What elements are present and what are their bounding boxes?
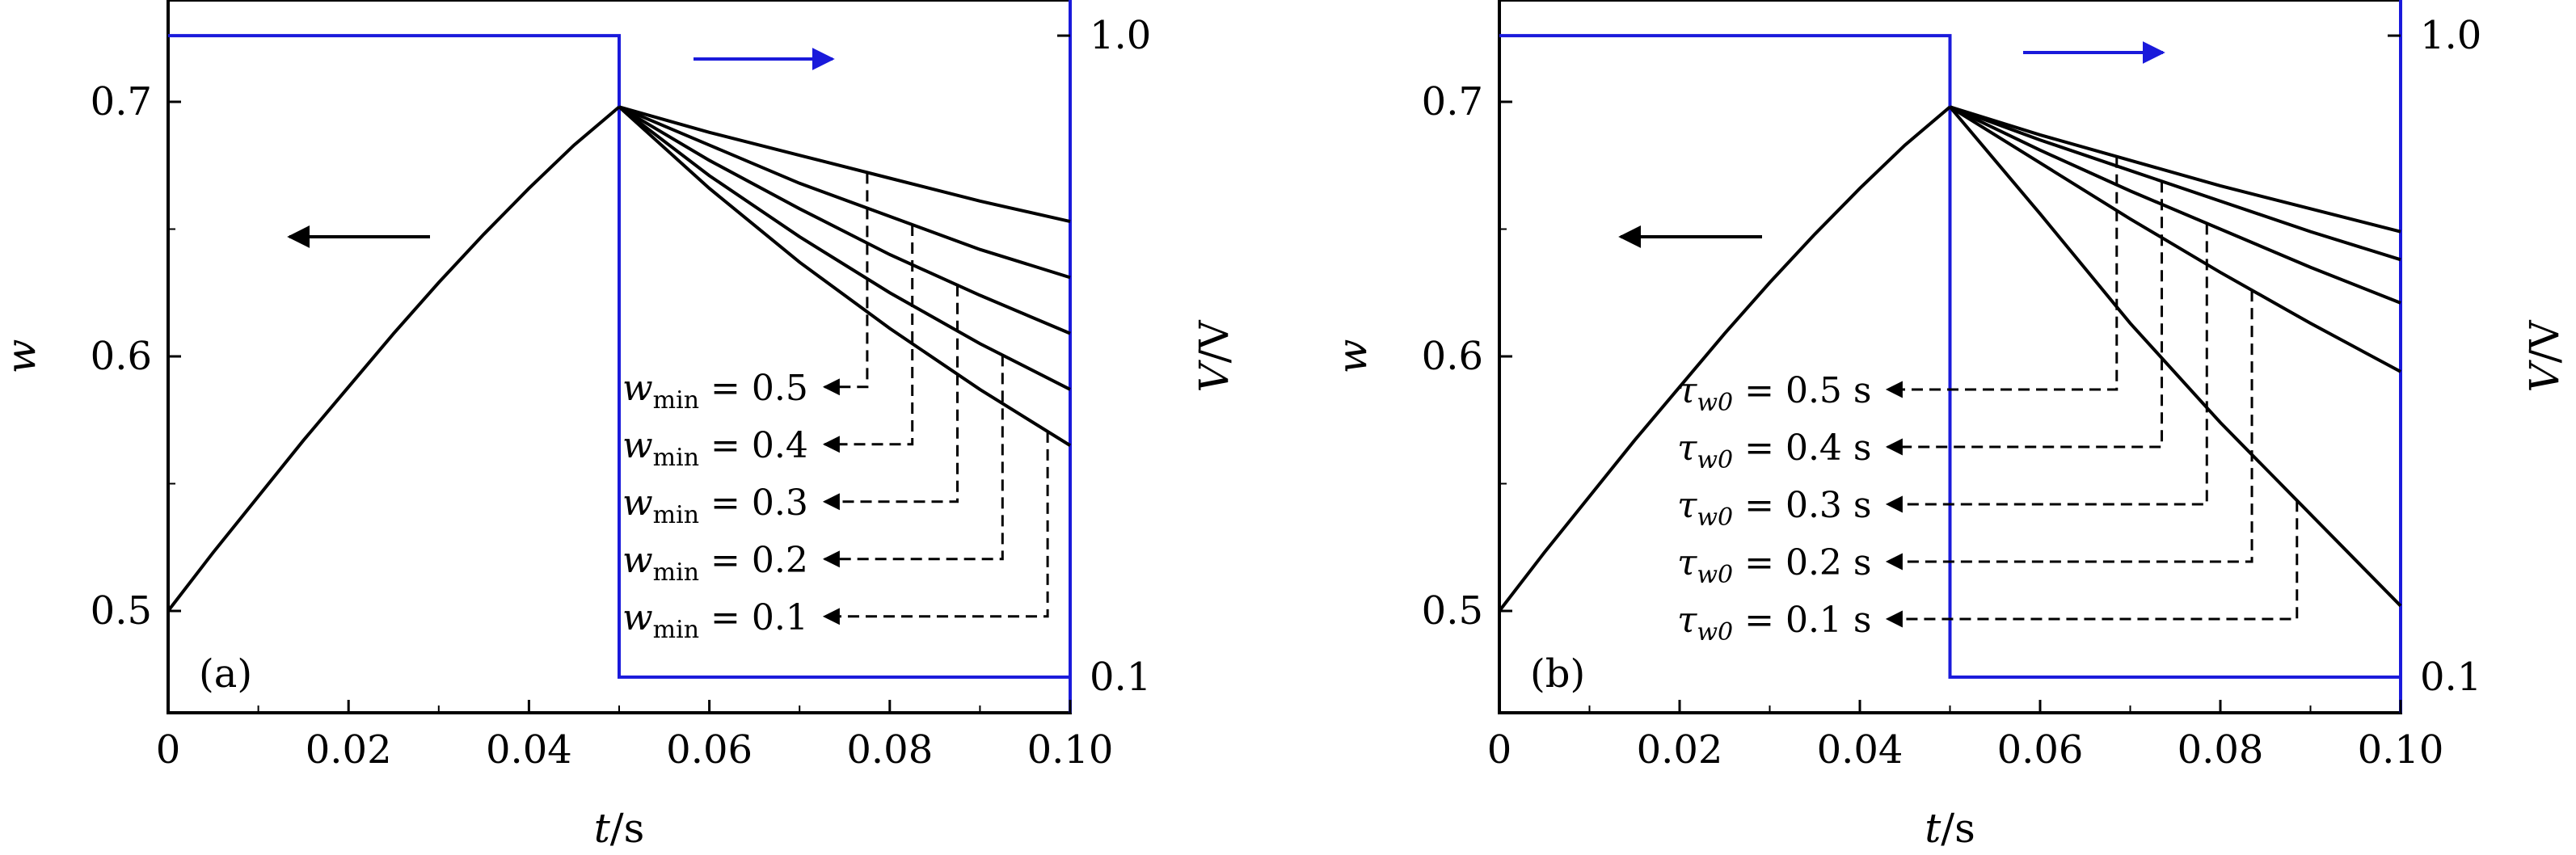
y2-axis-label: V/V [2521, 320, 2568, 393]
annotation-arrow [1885, 223, 2208, 513]
panel-b: 0 0.02 0.04 0.06 0.08 0.10 0.5 0.6 0.7 0.1 1.0 t/s w… [1329, 0, 2568, 852]
rise-series [1498, 105, 1951, 613]
voltage-series [168, 34, 1070, 679]
series-label: wmin = 0.2 [622, 540, 808, 587]
series-label: wmin = 0.1 [622, 597, 808, 644]
y-axis-label: w [0, 339, 44, 374]
y-tick-label: 0.6 [1422, 334, 1483, 379]
y-axis-label: w [1329, 339, 1376, 374]
x-tick-label: 0.04 [486, 727, 572, 773]
x-tick-label: 0 [1487, 727, 1512, 773]
x-tick-label: 0.10 [2358, 727, 2444, 773]
y2-tick-label: 0.1 [2420, 655, 2481, 700]
decay-series [618, 105, 1071, 335]
x-axis-label: t/s [1925, 805, 1975, 852]
x-tick-label: 0.04 [1817, 727, 1904, 773]
decay-series [1949, 105, 2401, 305]
decay-series [1949, 105, 2401, 373]
decay-series [1948, 106, 2402, 608]
series-label: τw0 = 0.1 s [1677, 600, 1872, 647]
series-label: wmin = 0.3 [622, 482, 808, 529]
voltage-series [1499, 34, 2401, 679]
decay-series [618, 105, 1072, 447]
decay-series [1949, 105, 2401, 262]
y2-tick-label: 1.0 [1090, 13, 1151, 58]
decay-series [618, 105, 1071, 224]
annotation-arrow [1885, 500, 2299, 628]
x-axis-label: t/s [594, 805, 645, 852]
series-label: τw0 = 0.2 s [1677, 542, 1872, 589]
series-label: wmin = 0.5 [622, 368, 808, 415]
series-label: τw0 = 0.3 s [1677, 485, 1872, 532]
y-tick-label: 0.7 [91, 79, 152, 124]
panel-a: 0 0.02 0.04 0.06 0.08 0.10 0.5 0.6 0.7 0.1 1.0 t/s w… [0, 0, 1237, 852]
y-tick-label: 0.7 [1422, 79, 1483, 124]
annotation-arrow [1885, 290, 2253, 571]
y2-tick-label: 0.1 [1090, 655, 1151, 700]
decay-series [1949, 105, 2401, 234]
x-tick-label: 0.06 [666, 727, 753, 773]
x-tick-label: 0.02 [1637, 727, 1723, 773]
y2-tick-label: 1.0 [2420, 13, 2481, 58]
annotation-arrow [1885, 156, 2119, 398]
decay-series [618, 105, 1071, 391]
series-label: τw0 = 0.5 s [1677, 370, 1872, 417]
annotation-arrow [1885, 181, 2164, 456]
annotation-arrow [822, 284, 959, 511]
annotation-arrow [822, 224, 914, 453]
panel-label: (b) [1530, 651, 1585, 697]
x-tick-label: 0.02 [306, 727, 392, 773]
decay-series [618, 105, 1071, 280]
x-tick-label: 0.06 [1997, 727, 2084, 773]
series-label: τw0 = 0.4 s [1677, 428, 1872, 474]
panel-label: (a) [199, 651, 252, 697]
x-tick-label: 0.08 [2178, 727, 2264, 773]
x-tick-label: 0.10 [1027, 727, 1114, 773]
annotation-arrow [822, 431, 1049, 625]
annotation-arrow [822, 355, 1004, 568]
series-label: wmin = 0.4 [622, 425, 808, 472]
x-tick-label: 0.08 [846, 727, 933, 773]
y-tick-label: 0.6 [91, 334, 152, 379]
y-tick-label: 0.5 [1422, 588, 1483, 634]
rise-series [167, 105, 621, 613]
y-tick-label: 0.5 [91, 588, 152, 634]
x-tick-label: 0 [156, 727, 181, 773]
y2-axis-label: V/V [1191, 320, 1237, 393]
